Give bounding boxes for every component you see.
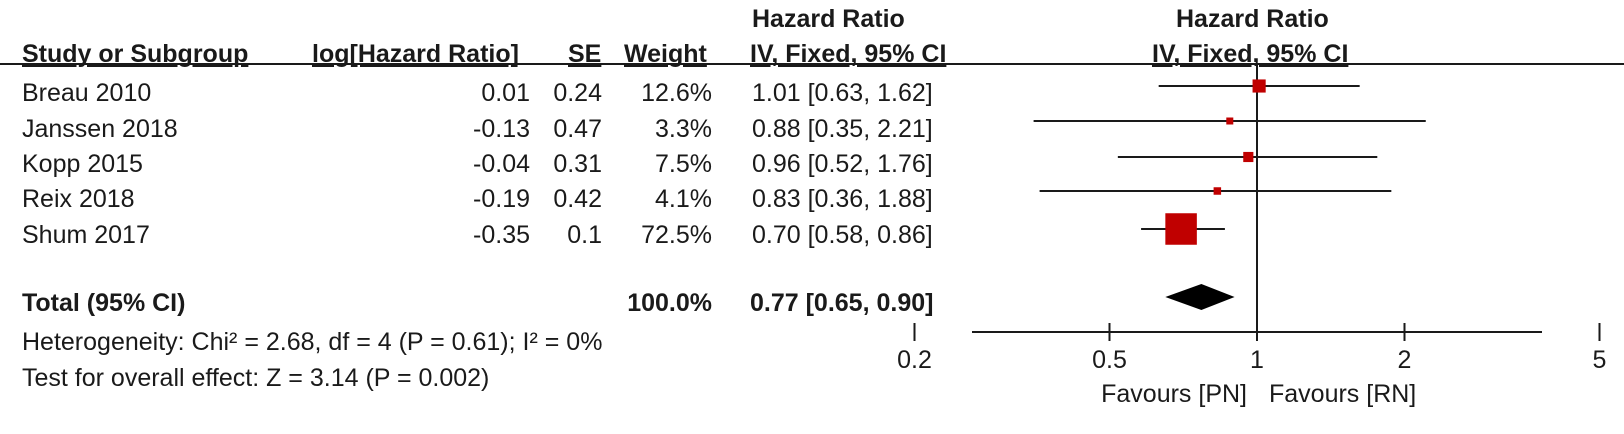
study-loghr: -0.04	[473, 150, 530, 178]
total-label: Total (95% CI)	[22, 289, 186, 317]
favours-left-label: Favours [PN]	[1101, 380, 1247, 408]
study-marker	[1252, 79, 1266, 93]
study-ci: 1.01 [0.63, 1.62]	[752, 79, 933, 107]
favours-right-label: Favours [RN]	[1269, 380, 1416, 408]
x-tick-label: 5	[1593, 346, 1607, 374]
study-name: Janssen 2018	[22, 115, 178, 143]
study-marker	[1165, 213, 1197, 245]
total-ci: 0.77 [0.65, 0.90]	[750, 289, 934, 317]
study-weight: 12.6%	[641, 79, 712, 107]
study-ci: 0.83 [0.36, 1.88]	[752, 185, 933, 213]
study-weight: 72.5%	[641, 221, 712, 249]
pooled-diamond	[1165, 284, 1235, 310]
x-tick-label: 2	[1398, 346, 1412, 374]
x-tick-label: 0.2	[897, 346, 932, 374]
x-tick-label: 0.5	[1092, 346, 1127, 374]
study-ci: 0.70 [0.58, 0.86]	[752, 221, 933, 249]
study-ci: 0.96 [0.52, 1.76]	[752, 150, 933, 178]
study-weight: 3.3%	[655, 115, 712, 143]
study-loghr: -0.35	[473, 221, 530, 249]
study-name: Shum 2017	[22, 221, 150, 249]
overall-effect-text: Test for overall effect: Z = 3.14 (P = 0…	[22, 364, 490, 392]
study-marker	[1243, 151, 1254, 163]
study-marker	[1213, 187, 1222, 195]
study-name: Breau 2010	[22, 79, 152, 107]
study-se: 0.24	[553, 79, 602, 107]
plot-title: Hazard Ratio	[1176, 5, 1329, 33]
study-se: 0.1	[567, 221, 602, 249]
x-tick-label: 1	[1250, 346, 1264, 374]
study-ci: 0.88 [0.35, 2.21]	[752, 115, 933, 143]
study-loghr: -0.13	[473, 115, 530, 143]
study-weight: 4.1%	[655, 185, 712, 213]
study-se: 0.47	[553, 115, 602, 143]
total-weight: 100.0%	[627, 289, 712, 317]
study-se: 0.42	[553, 185, 602, 213]
study-name: Reix 2018	[22, 185, 135, 213]
heterogeneity-text: Heterogeneity: Chi² = 2.68, df = 4 (P = …	[22, 328, 603, 356]
study-loghr: -0.19	[473, 185, 530, 213]
study-loghr: 0.01	[481, 79, 530, 107]
study-marker	[1226, 117, 1234, 125]
study-name: Kopp 2015	[22, 150, 143, 178]
hr-column-title: Hazard Ratio	[752, 5, 905, 33]
study-se: 0.31	[553, 150, 602, 178]
study-weight: 7.5%	[655, 150, 712, 178]
